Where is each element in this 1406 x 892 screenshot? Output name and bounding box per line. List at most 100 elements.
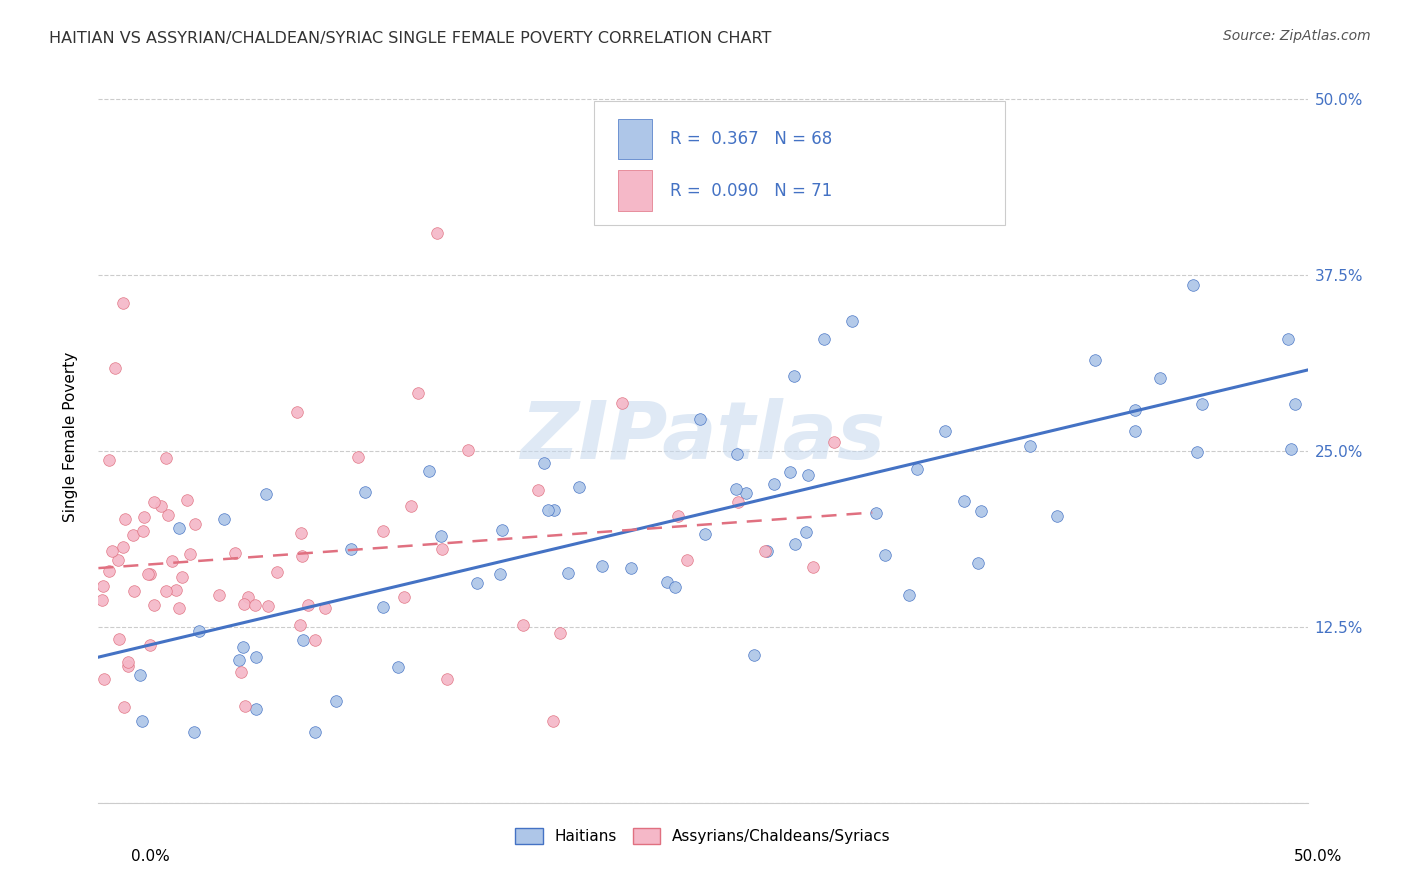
Point: [557, 566, 579, 581]
Point: [143, 495, 166, 509]
Point: [160, 554, 183, 568]
Point: [138, 566, 160, 581]
Point: [754, 544, 776, 558]
Point: [169, 521, 191, 535]
Point: [245, 701, 267, 715]
Point: [304, 725, 326, 739]
Point: [953, 494, 976, 508]
Point: [491, 524, 513, 538]
Point: [399, 499, 422, 513]
Point: [934, 424, 956, 438]
Point: [541, 714, 564, 728]
Point: [114, 512, 136, 526]
Point: [287, 404, 309, 418]
Point: [675, 552, 697, 566]
Point: [266, 566, 288, 580]
Point: [591, 558, 613, 573]
Point: [1181, 278, 1204, 293]
Point: [347, 450, 370, 464]
Point: [610, 396, 633, 410]
Point: [527, 483, 550, 497]
Point: [176, 492, 198, 507]
Point: [724, 482, 747, 496]
Point: [142, 598, 165, 612]
Point: [426, 226, 449, 240]
Point: [98, 565, 121, 579]
Point: [136, 567, 159, 582]
Point: [134, 510, 156, 524]
Point: [155, 584, 177, 599]
Point: [1084, 353, 1107, 368]
Point: [841, 314, 863, 328]
Point: [233, 597, 256, 611]
Point: [93, 672, 115, 686]
Text: R =  0.090   N = 71: R = 0.090 N = 71: [671, 182, 832, 200]
Point: [457, 442, 479, 457]
Point: [727, 494, 749, 508]
Point: [167, 601, 190, 615]
Point: [297, 598, 319, 612]
Point: [1123, 425, 1146, 439]
Point: [256, 599, 278, 614]
Point: [1019, 439, 1042, 453]
Point: [905, 462, 928, 476]
Y-axis label: Single Female Poverty: Single Female Poverty: [63, 352, 77, 522]
Point: [231, 665, 253, 679]
Point: [254, 486, 277, 500]
Point: [620, 560, 643, 574]
Point: [537, 503, 560, 517]
Point: [107, 632, 129, 646]
Point: [693, 527, 716, 541]
Point: [742, 648, 765, 662]
Point: [568, 480, 591, 494]
Point: [823, 435, 845, 450]
FancyBboxPatch shape: [619, 170, 652, 211]
Point: [172, 569, 194, 583]
Point: [304, 633, 326, 648]
Point: [111, 540, 134, 554]
Point: [238, 590, 260, 604]
Point: [797, 468, 820, 483]
Point: [325, 694, 347, 708]
Point: [166, 582, 188, 597]
Point: [111, 296, 134, 310]
Point: [245, 650, 267, 665]
Point: [873, 548, 896, 562]
Point: [117, 656, 139, 670]
Point: [543, 502, 565, 516]
Point: [228, 652, 250, 666]
Point: [794, 525, 817, 540]
Point: [288, 618, 311, 632]
Point: [1277, 332, 1299, 346]
Point: [1123, 403, 1146, 417]
Text: HAITIAN VS ASSYRIAN/CHALDEAN/SYRIAC SINGLE FEMALE POVERTY CORRELATION CHART: HAITIAN VS ASSYRIAN/CHALDEAN/SYRIAC SING…: [49, 31, 772, 46]
FancyBboxPatch shape: [619, 120, 652, 160]
Point: [314, 601, 336, 615]
Point: [188, 624, 211, 639]
Point: [353, 485, 375, 500]
Point: [1284, 396, 1306, 410]
Point: [232, 640, 254, 654]
Point: [91, 593, 114, 607]
Point: [418, 464, 440, 478]
Point: [107, 553, 129, 567]
Point: [184, 516, 207, 531]
Point: [533, 456, 555, 470]
Point: [112, 699, 135, 714]
Point: [124, 584, 146, 599]
Point: [1191, 397, 1213, 411]
Point: [292, 633, 315, 648]
Point: [1187, 445, 1209, 459]
Point: [865, 506, 887, 520]
Point: [131, 714, 153, 729]
Point: [183, 725, 205, 739]
Point: [734, 486, 756, 500]
Point: [122, 528, 145, 542]
Point: [436, 673, 458, 687]
Point: [139, 638, 162, 652]
Point: [117, 659, 139, 673]
Point: [371, 599, 394, 614]
Point: [104, 361, 127, 376]
Point: [970, 504, 993, 518]
Point: [129, 667, 152, 681]
